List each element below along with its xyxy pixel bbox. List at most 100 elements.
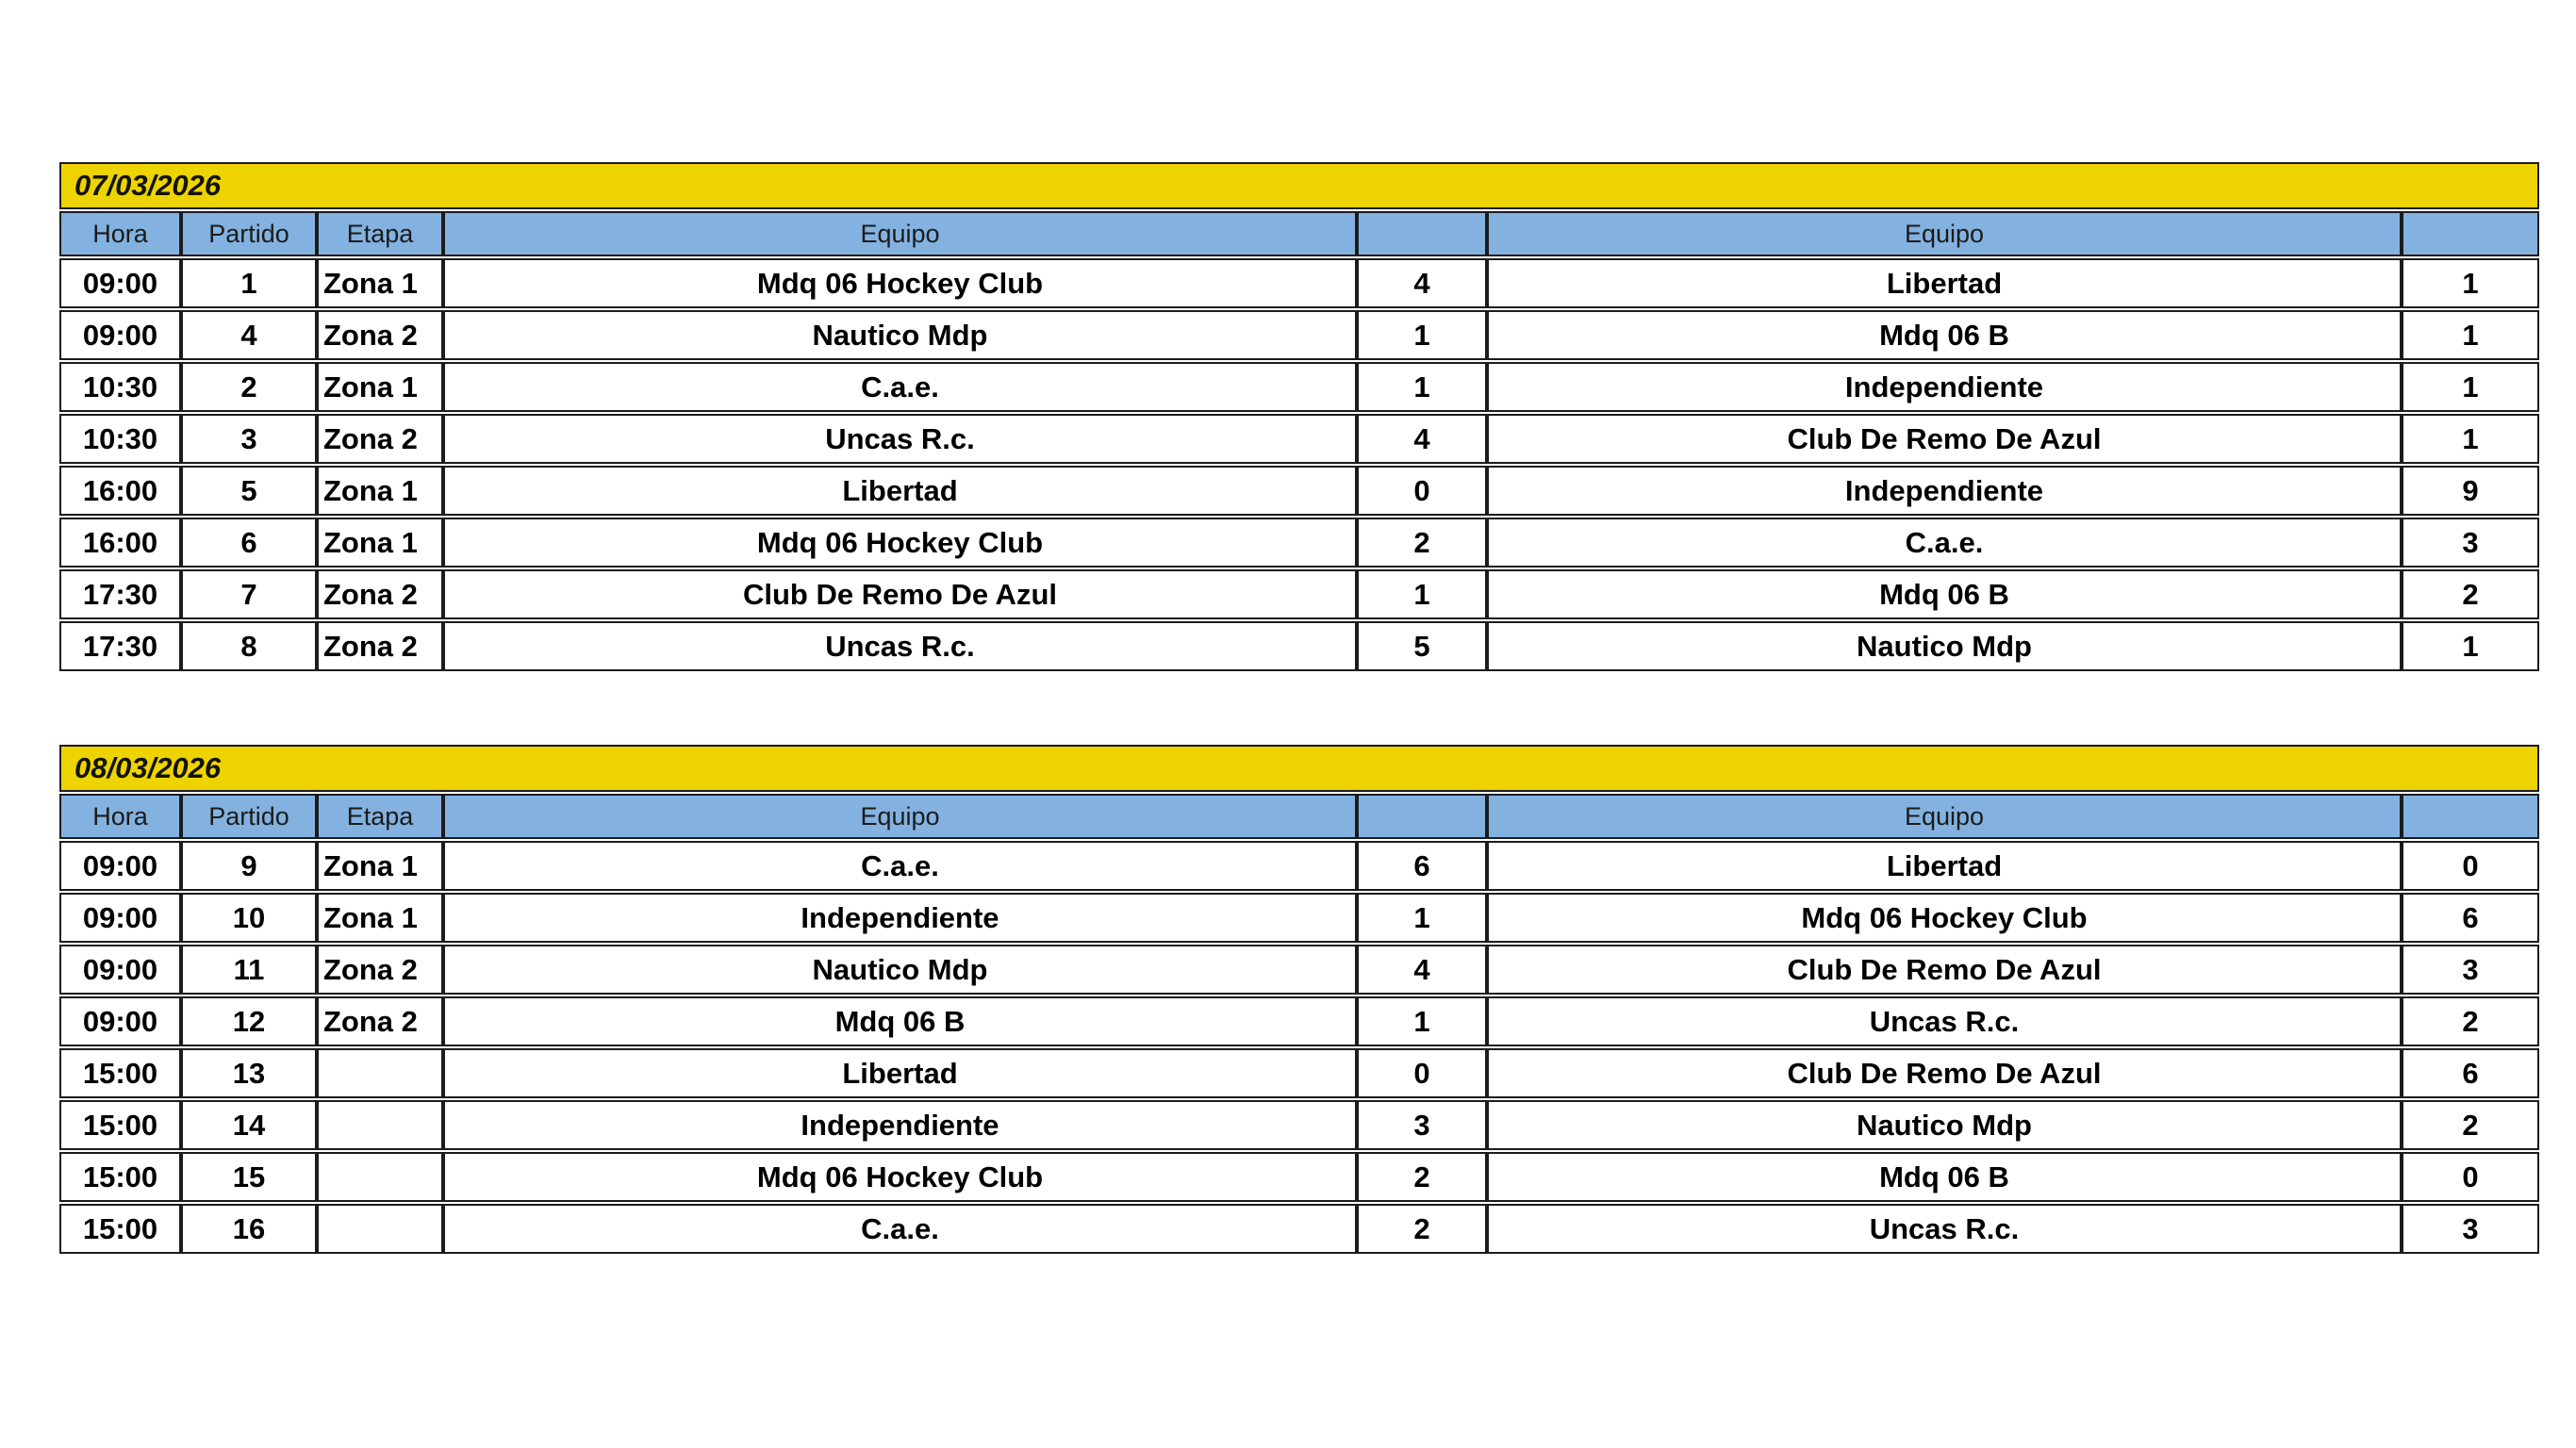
away-team-cell: Libertad	[1487, 841, 2402, 891]
match-row: 17:30 8 Zona 2 Uncas R.c. 5 Nautico Mdp 1	[59, 621, 2540, 671]
away-team-cell: Mdq 06 B	[1487, 569, 2402, 619]
home-team-cell: Mdq 06 Hockey Club	[443, 1152, 1357, 1202]
hora-cell: 15:00	[59, 1100, 181, 1150]
away-score-cell: 3	[2402, 945, 2540, 995]
header-score-away	[2402, 211, 2540, 256]
away-score-cell: 1	[2402, 258, 2540, 308]
away-score-cell: 6	[2402, 893, 2540, 943]
match-row: 10:30 2 Zona 1 C.a.e. 1 Independiente 1	[59, 362, 2540, 412]
away-team-cell: Independiente	[1487, 466, 2402, 516]
match-row: 09:00 10 Zona 1 Independiente 1 Mdq 06 Hockey…	[59, 893, 2540, 943]
match-row: 17:30 7 Zona 2 Club De Remo De Azul 1 Mdq 06 …	[59, 569, 2540, 619]
away-team-cell: Uncas R.c.	[1487, 1204, 2402, 1254]
hora-cell: 09:00	[59, 893, 181, 943]
date-band: 08/03/2026	[59, 745, 2540, 792]
away-score-cell: 0	[2402, 1152, 2540, 1202]
home-score-cell: 1	[1357, 569, 1487, 619]
date-band-row: 08/03/2026	[59, 745, 2540, 792]
home-team-cell: C.a.e.	[443, 841, 1357, 891]
header-equipo-home: Equipo	[443, 794, 1357, 839]
partido-cell: 14	[181, 1100, 317, 1150]
header-score-away	[2402, 794, 2540, 839]
home-team-cell: Uncas R.c.	[443, 414, 1357, 464]
hora-cell: 15:00	[59, 1048, 181, 1098]
away-score-cell: 3	[2402, 518, 2540, 568]
etapa-cell: Zona 1	[317, 841, 443, 891]
match-row: 09:00 9 Zona 1 C.a.e. 6 Libertad 0	[59, 841, 2540, 891]
hora-cell: 09:00	[59, 841, 181, 891]
home-team-cell: Nautico Mdp	[443, 945, 1357, 995]
hora-cell: 09:00	[59, 310, 181, 360]
etapa-cell: Zona 2	[317, 945, 443, 995]
etapa-cell: Zona 1	[317, 893, 443, 943]
hora-cell: 15:00	[59, 1152, 181, 1202]
home-score-cell: 2	[1357, 1152, 1487, 1202]
home-team-cell: Uncas R.c.	[443, 621, 1357, 671]
etapa-cell: Zona 1	[317, 518, 443, 568]
home-team-cell: C.a.e.	[443, 1204, 1357, 1254]
etapa-cell: Zona 1	[317, 258, 443, 308]
away-team-cell: Mdq 06 Hockey Club	[1487, 893, 2402, 943]
hora-cell: 16:00	[59, 518, 181, 568]
hora-cell: 15:00	[59, 1204, 181, 1254]
etapa-cell: Zona 2	[317, 414, 443, 464]
away-team-cell: Mdq 06 B	[1487, 1152, 2402, 1202]
match-row: 16:00 5 Zona 1 Libertad 0 Independiente 9	[59, 466, 2540, 516]
hora-cell: 16:00	[59, 466, 181, 516]
etapa-cell: Zona 2	[317, 996, 443, 1046]
hora-cell: 17:30	[59, 621, 181, 671]
away-team-cell: Independiente	[1487, 362, 2402, 412]
hora-cell: 17:30	[59, 569, 181, 619]
column-header-row: Hora Partido Etapa Equipo Equipo	[59, 211, 2540, 256]
home-team-cell: C.a.e.	[443, 362, 1357, 412]
home-team-cell: Independiente	[443, 893, 1357, 943]
partido-cell: 2	[181, 362, 317, 412]
partido-cell: 7	[181, 569, 317, 619]
home-score-cell: 4	[1357, 414, 1487, 464]
column-header-row: Hora Partido Etapa Equipo Equipo	[59, 794, 2540, 839]
home-team-cell: Independiente	[443, 1100, 1357, 1150]
partido-cell: 6	[181, 518, 317, 568]
away-score-cell: 1	[2402, 362, 2540, 412]
away-team-cell: Uncas R.c.	[1487, 996, 2402, 1046]
etapa-cell: Zona 1	[317, 466, 443, 516]
partido-cell: 15	[181, 1152, 317, 1202]
home-score-cell: 1	[1357, 362, 1487, 412]
home-score-cell: 2	[1357, 1204, 1487, 1254]
header-score-home	[1357, 794, 1487, 839]
etapa-cell: Zona 2	[317, 310, 443, 360]
home-score-cell: 0	[1357, 466, 1487, 516]
date-band-row: 07/03/2026	[59, 162, 2540, 209]
partido-cell: 5	[181, 466, 317, 516]
header-hora: Hora	[59, 211, 181, 256]
match-row: 09:00 11 Zona 2 Nautico Mdp 4 Club De Remo De…	[59, 945, 2540, 995]
home-team-cell: Libertad	[443, 1048, 1357, 1098]
away-team-cell: Libertad	[1487, 258, 2402, 308]
partido-cell: 10	[181, 893, 317, 943]
match-row: 16:00 6 Zona 1 Mdq 06 Hockey Club 2 C.a.e. 3	[59, 518, 2540, 568]
match-row: 09:00 12 Zona 2 Mdq 06 B 1 Uncas R.c. 2	[59, 996, 2540, 1046]
partido-cell: 12	[181, 996, 317, 1046]
away-score-cell: 9	[2402, 466, 2540, 516]
away-team-cell: Nautico Mdp	[1487, 1100, 2402, 1150]
away-team-cell: Nautico Mdp	[1487, 621, 2402, 671]
away-team-cell: Club De Remo De Azul	[1487, 1048, 2402, 1098]
partido-cell: 4	[181, 310, 317, 360]
fixture-table-day1: 07/03/2026 Hora Partido Etapa Equipo Equ…	[59, 160, 2540, 673]
etapa-cell: Zona 1	[317, 362, 443, 412]
home-score-cell: 5	[1357, 621, 1487, 671]
away-score-cell: 1	[2402, 414, 2540, 464]
etapa-cell	[317, 1152, 443, 1202]
home-team-cell: Mdq 06 Hockey Club	[443, 258, 1357, 308]
match-row: 15:00 14 Independiente 3 Nautico Mdp 2	[59, 1100, 2540, 1150]
header-equipo-home: Equipo	[443, 211, 1357, 256]
match-row: 15:00 16 C.a.e. 2 Uncas R.c. 3	[59, 1204, 2540, 1254]
home-score-cell: 2	[1357, 518, 1487, 568]
etapa-cell	[317, 1204, 443, 1254]
hora-cell: 09:00	[59, 258, 181, 308]
header-partido: Partido	[181, 211, 317, 256]
home-score-cell: 4	[1357, 945, 1487, 995]
